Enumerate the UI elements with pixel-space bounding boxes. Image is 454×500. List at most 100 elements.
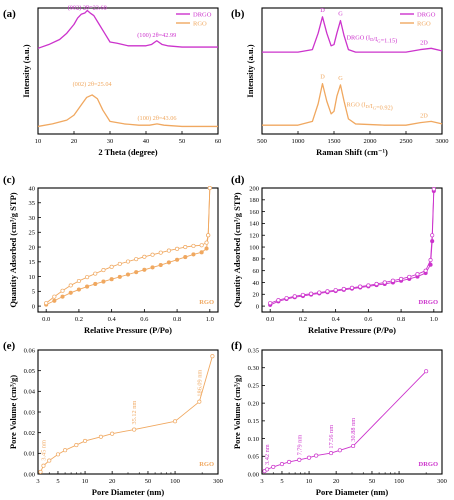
data-point [423, 268, 428, 273]
data-point [52, 298, 57, 303]
x-tick-label: 30 [107, 138, 114, 145]
x-tick-label: 0.8 [397, 316, 405, 323]
data-point [52, 294, 57, 299]
data-point [68, 290, 73, 295]
y-tick-label: 0.00 [24, 471, 35, 478]
data-point [204, 240, 209, 245]
annotation-label: G [338, 11, 343, 18]
data-point [349, 285, 355, 290]
x-tick-label: 3000 [436, 138, 449, 145]
annotation-label: 35.12 nm [131, 401, 138, 425]
data-point [76, 287, 81, 292]
data-point [287, 459, 292, 465]
data-point [271, 464, 276, 469]
data-point [68, 283, 73, 288]
y-tick-label: 20 [253, 292, 260, 299]
annotation-label: 30.88 nm [350, 418, 357, 442]
x-tick-label: 10 [306, 478, 313, 485]
data-point [76, 278, 81, 284]
data-point [41, 463, 46, 468]
y-tick-label: 0.20 [248, 400, 259, 407]
legend-label: DRGO [417, 11, 436, 18]
y-tick-label: 0 [32, 303, 35, 310]
data-point [351, 443, 356, 449]
data-point [300, 292, 305, 297]
data-point [333, 288, 338, 293]
panel-label: (b) [231, 8, 245, 20]
x-axis-title: Relative Pressure (P/Po) [84, 325, 172, 335]
data-point [268, 301, 273, 306]
plot-frame [261, 349, 443, 475]
x-tick-label: 50 [369, 478, 376, 485]
chart-panel-c: 0.0 0.2 0.4 0.6 0.8 1.0 0 5 10 15 20 25 30 35 40 Relati… [3, 174, 219, 335]
x-tick-label: 1.0 [206, 316, 214, 323]
annotation-label: 2D [420, 113, 428, 120]
y-tick-label: 0.25 [248, 383, 259, 390]
ratio-annotation: DRGO (ID/IG=1.15) [346, 35, 397, 45]
legend-label: DRGO [419, 299, 439, 306]
plot-frame [261, 187, 443, 313]
data-point [199, 243, 204, 248]
y-tick-label: 25 [29, 230, 36, 237]
data-point [74, 443, 79, 448]
data-point [191, 243, 196, 248]
x-tick-label: 3 [36, 478, 39, 485]
data-point [93, 281, 98, 287]
annotation-label: 17.56 nm [328, 425, 335, 449]
x-tick-label: 0.2 [75, 316, 83, 323]
x-tick-label: 1500 [328, 138, 341, 145]
y-tick-label: 0.10 [248, 436, 259, 443]
data-point [117, 261, 122, 266]
data-point [292, 294, 297, 299]
series-line-rgo [37, 94, 218, 128]
annotation-label: (100) 2θ=43.06 [137, 115, 176, 122]
x-tick-label: 50 [179, 138, 186, 145]
series-line-drgo [37, 9, 218, 49]
data-point [430, 233, 435, 238]
data-point [109, 264, 114, 269]
plot-frame [37, 7, 219, 135]
data-point [142, 254, 147, 259]
data-point [134, 257, 139, 262]
x-tick-label: 5 [56, 478, 59, 485]
series-line-drgo [264, 370, 427, 472]
data-point [341, 286, 346, 292]
series-line-drgo [262, 16, 443, 53]
x-tick-label: 1000 [292, 138, 305, 145]
data-point [415, 272, 420, 277]
chart-panel-d: 0.0 0.2 0.4 0.6 0.8 1.0 0 20 40 60 80 100 120 140 160 1… [231, 174, 443, 335]
data-point [166, 248, 171, 253]
data-point [60, 294, 65, 299]
annotation-label: (002) 2θ=25.04 [73, 81, 113, 88]
data-point [150, 252, 155, 257]
data-point [366, 283, 371, 288]
x-tick-label: 0.4 [108, 316, 117, 323]
data-point [197, 399, 202, 404]
data-point [314, 453, 319, 458]
y-tick-label: 0.03 [24, 409, 35, 416]
data-point [390, 278, 395, 283]
data-point [325, 289, 330, 294]
data-point [374, 281, 379, 287]
data-point [204, 246, 209, 251]
data-point [60, 288, 65, 293]
series-line-rgo [262, 82, 443, 126]
data-point [175, 246, 180, 251]
data-point [125, 272, 131, 277]
x-axis-title: Relative Pressure (P/Po) [308, 325, 396, 335]
panel-label: (e) [3, 340, 16, 352]
annotation-label: 7.79 nm [296, 435, 303, 456]
data-point [407, 274, 412, 279]
plot-frame [37, 349, 219, 475]
x-tick-label: 60 [215, 138, 222, 145]
panel-label: (a) [3, 8, 16, 20]
y-tick-label: 120 [249, 233, 259, 240]
y-tick-label: 40 [29, 185, 36, 192]
panel-label: (f) [231, 340, 242, 352]
ratio-annotation: RGO (ID/IG=0.92) [346, 101, 392, 111]
data-point [132, 427, 137, 432]
legend-label: DRGO [193, 11, 212, 18]
x-tick-label: 0.0 [266, 316, 274, 323]
annotation-label: 3.45 nm [40, 440, 47, 461]
x-tick-label: 1.0 [430, 316, 438, 323]
